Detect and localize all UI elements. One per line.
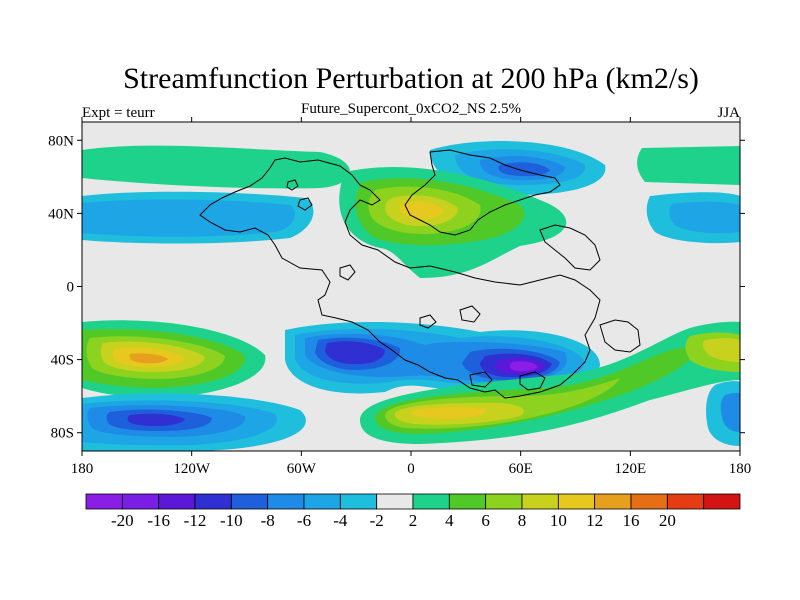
y-tick-label: 40N <box>48 206 74 222</box>
colorbar-swatch <box>158 493 196 510</box>
coastline-north <box>404 149 561 236</box>
x-tick-label: 60W <box>287 461 317 477</box>
colorbar-swatch <box>121 493 160 510</box>
colorbar-label: 10 <box>550 511 567 530</box>
colorbar: -20 -16 -12 -10 -8 -6 -4 -2 2 4 6 8 10 12 16 20 <box>85 493 741 530</box>
contour-region <box>127 413 185 426</box>
season-label: JJA <box>717 105 740 121</box>
x-axis: 180 120W 60W 0 60E 120E 180 <box>71 117 752 477</box>
y-tick-label: 40S <box>51 353 74 369</box>
colorbar-label: -8 <box>261 511 275 530</box>
y-tick-label: 80N <box>48 133 74 149</box>
colorbar-swatch <box>666 493 705 510</box>
colorbar-label: 6 <box>481 511 490 530</box>
map-panel: 180 120W 60W 0 60E 120E 180 80N 40N 0 40S 80S <box>48 117 751 477</box>
colorbar-label: 12 <box>586 511 603 530</box>
colorbar-swatch <box>194 493 232 510</box>
colorbar-label: -12 <box>184 511 207 530</box>
colorbar-swatch <box>630 493 668 510</box>
colorbar-swatch <box>521 493 559 510</box>
coastline-island <box>539 224 601 271</box>
experiment-name: Future_Supercont_0xCO2_NS 2.5% <box>301 101 521 117</box>
y-axis: 80N 40N 0 40S 80S <box>48 133 745 442</box>
colorbar-label: 4 <box>445 511 454 530</box>
contour-region <box>82 145 350 189</box>
coastline-island <box>459 305 481 323</box>
coastline-island <box>419 314 437 329</box>
colorbar-swatch <box>594 493 632 510</box>
colorbar-swatch <box>230 493 269 510</box>
x-tick-label: 60E <box>509 461 533 477</box>
x-tick-label: 120W <box>173 461 211 477</box>
colorbar-swatch <box>703 493 741 510</box>
contour-region <box>509 361 538 372</box>
colorbar-label: -20 <box>111 511 134 530</box>
colorbar-label: -6 <box>297 511 311 530</box>
colorbar-swatch <box>448 493 487 510</box>
coastline-island <box>286 179 299 191</box>
coastline-island <box>469 371 493 388</box>
colorbar-swatch <box>85 493 123 510</box>
x-tick-label: 180 <box>71 461 94 477</box>
coastlines <box>199 149 641 399</box>
colorbar-label: -16 <box>147 511 170 530</box>
colorbar-swatch <box>267 493 305 510</box>
x-tick-label: 180 <box>729 461 752 477</box>
contour-field <box>82 141 740 451</box>
contour-region <box>129 353 168 364</box>
x-tick-label: 0 <box>407 461 415 477</box>
coastline-island <box>519 371 546 391</box>
contour-region <box>325 341 385 365</box>
contour-region <box>669 201 740 234</box>
coastline-island <box>339 264 356 281</box>
colorbar-swatch <box>557 493 596 510</box>
y-tick-label: 80S <box>51 426 74 442</box>
colorbar-swatch <box>412 493 450 510</box>
x-tick-label: 120E <box>614 461 646 477</box>
contour-region <box>702 338 740 362</box>
coastline-main <box>199 157 601 399</box>
y-tick-label: 0 <box>67 280 75 296</box>
colorbar-swatch <box>303 493 341 510</box>
contour-region <box>720 392 740 432</box>
figure-title: Streamfunction Perturbation at 200 hPa (… <box>123 62 699 95</box>
coastline-island <box>297 197 313 211</box>
colorbar-swatch <box>376 493 414 510</box>
colorbar-label: 20 <box>659 511 676 530</box>
contour-region <box>82 199 295 237</box>
colorbar-swatch <box>339 493 378 510</box>
coastline-island <box>599 319 641 353</box>
experiment-label: Expt = teurr <box>82 105 155 121</box>
contour-region <box>498 162 550 177</box>
colorbar-label: 2 <box>409 511 418 530</box>
contour-region <box>637 146 740 185</box>
colorbar-swatch <box>485 493 523 510</box>
colorbar-label: 16 <box>623 511 640 530</box>
contour-region <box>400 201 444 220</box>
colorbar-label: -2 <box>370 511 384 530</box>
colorbar-label: -4 <box>333 511 348 530</box>
contour-region <box>410 407 486 419</box>
colorbar-label: -10 <box>220 511 243 530</box>
colorbar-label: 8 <box>518 511 527 530</box>
